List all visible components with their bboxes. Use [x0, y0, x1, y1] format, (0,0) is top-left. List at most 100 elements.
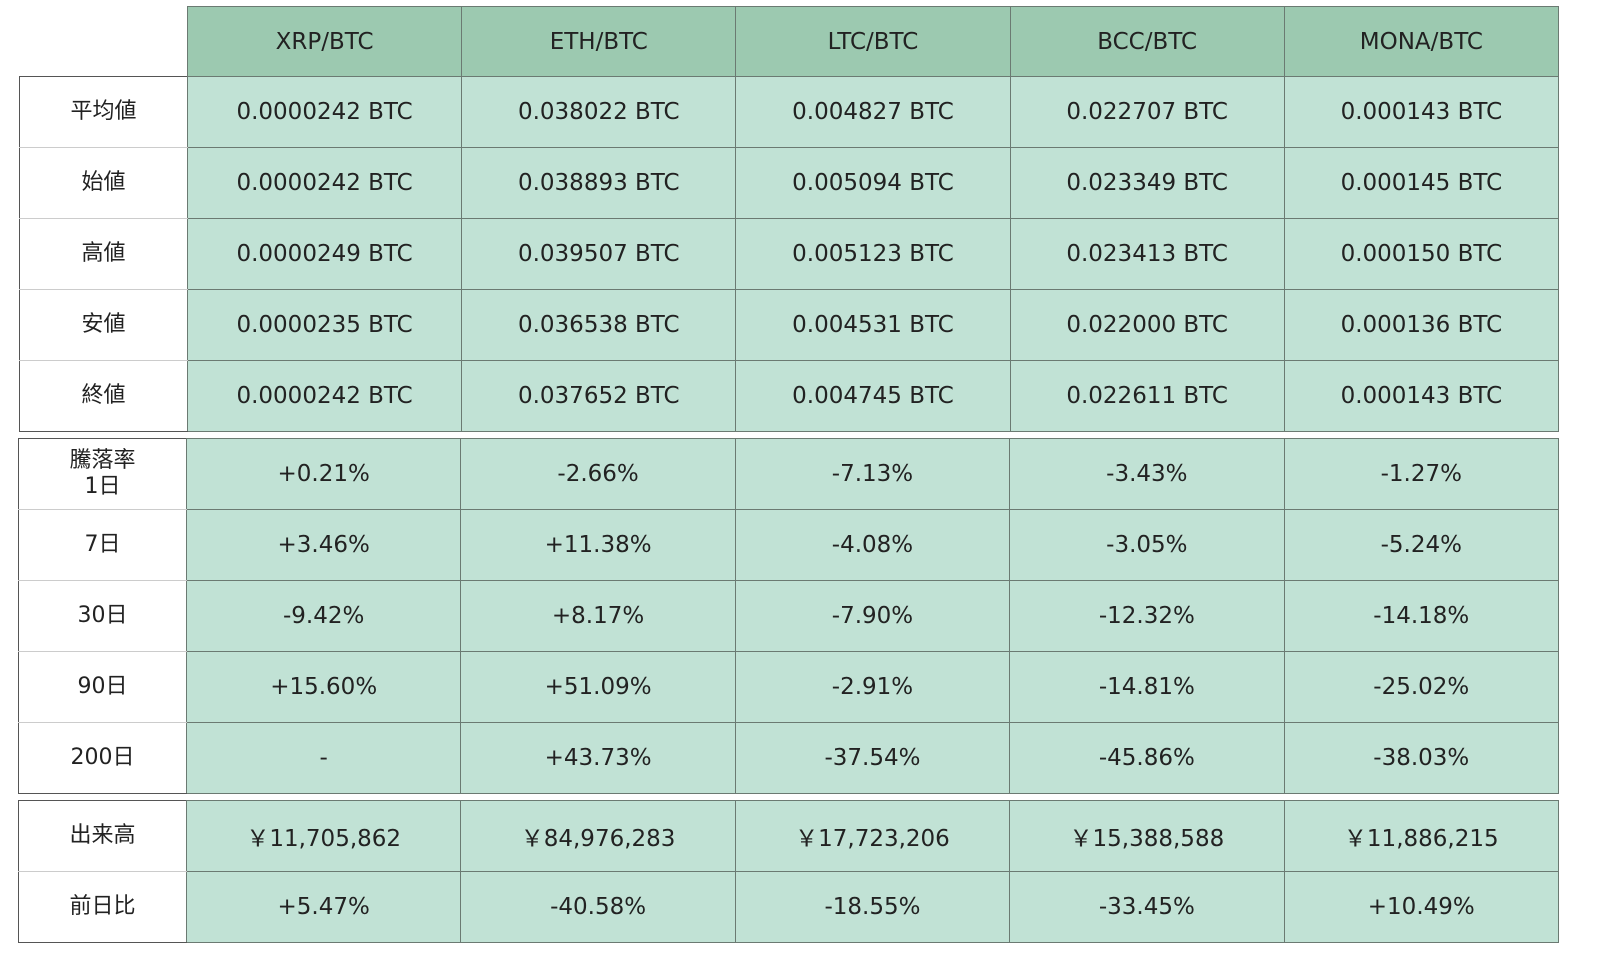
table-cell: 0.000150 BTC [1283, 218, 1560, 290]
column-header: ETH/BTC [461, 6, 737, 78]
row-label: 前日比 [18, 871, 187, 943]
column-header: MONA/BTC [1283, 6, 1560, 78]
row-label: 高値 [19, 218, 188, 290]
table-cell: -3.43% [1009, 438, 1285, 510]
row-label: 90日 [18, 651, 187, 723]
table-cell: -4.08% [734, 509, 1011, 581]
table-cell: ￥11,705,862 [185, 800, 462, 872]
table-cell: 0.036538 BTC [461, 289, 737, 361]
table-row: 90日 +15.60% +51.09% -2.91% -14.81% -25.02% [18, 651, 1560, 723]
section-title: 騰落率 [69, 448, 136, 473]
volume-table: 出来高 ￥11,705,862 ￥84,976,283 ￥17,723,206 ￥15,… [18, 800, 1560, 943]
table-cell: 0.000143 BTC [1283, 360, 1560, 432]
table-cell: +43.73% [460, 722, 736, 794]
row-label: 騰落率 1日 [18, 438, 187, 510]
table-cell: -12.32% [1009, 580, 1285, 652]
table-row: 終値 0.0000242 BTC 0.037652 BTC 0.004745 BTC 0… [19, 360, 1560, 432]
table-cell: 0.037652 BTC [461, 360, 737, 432]
row-label-text: 終値 [81, 383, 126, 408]
row-label: 7日 [18, 509, 187, 581]
row-label-text: 前日比 [69, 894, 136, 919]
row-label-text: 200日 [70, 745, 135, 770]
table-cell: 0.0000242 BTC [186, 360, 463, 432]
table-cell: +15.60% [185, 651, 462, 723]
row-label-text: 始値 [81, 170, 126, 195]
table-row: 出来高 ￥11,705,862 ￥84,976,283 ￥17,723,206 ￥15,… [18, 800, 1560, 872]
table-cell: -33.45% [1009, 871, 1285, 943]
row-label-text: 7日 [84, 532, 121, 557]
table-cell: 0.0000242 BTC [186, 147, 463, 219]
table-cell: +51.09% [460, 651, 736, 723]
table-cell: -7.13% [734, 438, 1011, 510]
table-cell: 0.000136 BTC [1283, 289, 1560, 361]
table-cell: ￥17,723,206 [734, 800, 1011, 872]
table-cell: 0.023413 BTC [1009, 218, 1285, 290]
table-cell: +8.17% [460, 580, 736, 652]
table-cell: +0.21% [185, 438, 462, 510]
table-row: 高値 0.0000249 BTC 0.039507 BTC 0.005123 BTC 0… [19, 218, 1560, 290]
row-label-text: 1日 [84, 474, 121, 499]
table-cell: 0.023349 BTC [1009, 147, 1285, 219]
table-cell: 0.022611 BTC [1009, 360, 1285, 432]
table-cell: 0.0000235 BTC [186, 289, 463, 361]
table-row: 平均値 0.0000242 BTC 0.038022 BTC 0.004827 BTC… [19, 76, 1560, 148]
table-cell: 0.005123 BTC [735, 218, 1011, 290]
table-cell: -37.54% [734, 722, 1011, 794]
table-row: 騰落率 1日 +0.21% -2.66% -7.13% -3.43% -1.27% [18, 438, 1560, 510]
table-cell: 0.000143 BTC [1283, 76, 1560, 148]
table-cell: 0.000145 BTC [1283, 147, 1560, 219]
table-row: 7日 +3.46% +11.38% -4.08% -3.05% -5.24% [18, 509, 1560, 581]
price-table: 平均値 0.0000242 BTC 0.038022 BTC 0.004827 BTC… [19, 76, 1560, 432]
table-cell: 0.022000 BTC [1009, 289, 1285, 361]
table-cell: 0.0000242 BTC [186, 76, 463, 148]
table-cell: 0.004531 BTC [735, 289, 1011, 361]
table-cell: 0.022707 BTC [1009, 76, 1285, 148]
row-label: 出来高 [18, 800, 187, 872]
table-cell: -38.03% [1283, 722, 1560, 794]
column-header: BCC/BTC [1009, 6, 1285, 78]
row-label-text: 平均値 [70, 99, 137, 124]
table-row: 30日 -9.42% +8.17% -7.90% -12.32% -14.18% [18, 580, 1560, 652]
table-cell: 0.039507 BTC [461, 218, 737, 290]
row-label: 200日 [18, 722, 187, 794]
row-label-text: 30日 [77, 603, 128, 628]
row-label-text: 出来高 [69, 823, 136, 848]
table-cell: ￥15,388,588 [1009, 800, 1285, 872]
table-cell: ￥84,976,283 [460, 800, 736, 872]
table-row: 始値 0.0000242 BTC 0.038893 BTC 0.005094 BTC 0… [19, 147, 1560, 219]
table-cell: -5.24% [1283, 509, 1560, 581]
table-cell: -1.27% [1283, 438, 1560, 510]
table-cell: -40.58% [460, 871, 736, 943]
row-label: 安値 [19, 289, 188, 361]
table-cell: -45.86% [1009, 722, 1285, 794]
table-cell: -14.81% [1009, 651, 1285, 723]
table-row: 前日比 +5.47% -40.58% -18.55% -33.45% +10.49% [18, 871, 1560, 943]
row-label: 終値 [19, 360, 188, 432]
column-header: LTC/BTC [735, 6, 1011, 78]
row-label-text: 90日 [77, 674, 128, 699]
row-label-text: 安値 [81, 312, 126, 337]
table-cell: +10.49% [1283, 871, 1560, 943]
table-cell: -2.91% [734, 651, 1011, 723]
table-cell: 0.038893 BTC [461, 147, 737, 219]
change-rate-table: 騰落率 1日 +0.21% -2.66% -7.13% -3.43% -1.27% 7日 +3.… [18, 438, 1560, 794]
table-cell: +3.46% [185, 509, 462, 581]
table-cell: -9.42% [185, 580, 462, 652]
table-cell: ￥11,886,215 [1283, 800, 1560, 872]
table-cell: - [185, 722, 462, 794]
table-cell: 0.004827 BTC [735, 76, 1011, 148]
table-cell: 0.038022 BTC [461, 76, 737, 148]
row-label: 平均値 [19, 76, 188, 148]
table-cell: -25.02% [1283, 651, 1560, 723]
table-cell: -18.55% [734, 871, 1011, 943]
table-cell: 0.0000249 BTC [186, 218, 463, 290]
table-cell: -7.90% [734, 580, 1011, 652]
row-label: 30日 [18, 580, 187, 652]
table-cell: -2.66% [460, 438, 736, 510]
table-cell: +11.38% [460, 509, 736, 581]
table-cell: 0.004745 BTC [735, 360, 1011, 432]
row-label: 始値 [19, 147, 188, 219]
table-cell: -14.18% [1283, 580, 1560, 652]
column-header: XRP/BTC [186, 6, 463, 78]
table-cell: 0.005094 BTC [735, 147, 1011, 219]
